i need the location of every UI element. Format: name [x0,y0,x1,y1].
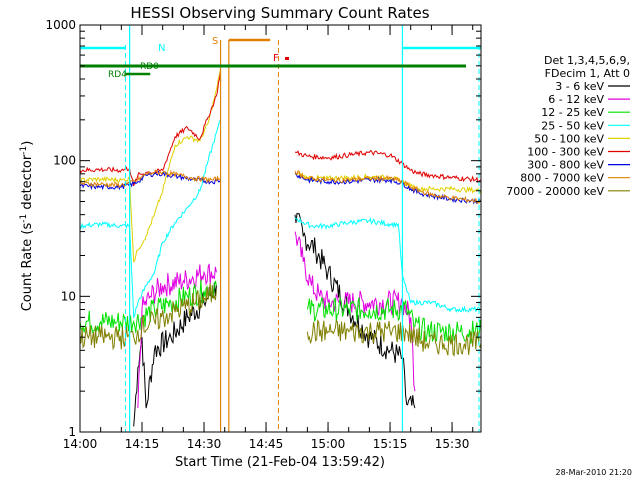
series-line-8-seg-2 [294,170,481,205]
x-tick-label-1: 14:00 [63,437,98,451]
x-tick-label-2: 14:15 [125,437,160,451]
legend-label-4: 25 - 50 keV [541,119,604,132]
y-label-part-3: ) [20,141,35,146]
series-line-9-seg-1 [80,283,217,351]
rd4-label: RD4 [108,70,127,80]
series-line-7-seg-2 [294,172,481,205]
y-label-part-1: Count Rate (s [20,223,35,312]
y-tick-label-1: 1 [68,425,76,439]
y-tick-label-2: 10 [61,289,76,303]
x-axis-label: Start Time (21-Feb-04 13:59:42) [175,455,385,470]
x-tick-label-3: 14:30 [187,437,222,451]
series-line-5-seg-1 [80,68,222,263]
legend-header-1: Det 1,3,4,5,6,9, [544,54,630,67]
series-line-6-seg-2 [294,150,481,184]
legend-header-2: FDecim 1, Att 0 [545,67,630,80]
x-tick-label-5: 15:00 [311,437,346,451]
x-tick-label-7: 15:30 [435,437,470,451]
legend-label-3: 12 - 25 keV [541,106,604,119]
legend-label-2: 6 - 12 keV [548,93,604,106]
n-label: N [158,43,165,54]
legend-label-9: 7000 - 20000 keV [506,185,604,198]
series-line-2-seg-1 [137,263,217,409]
series-line-1-seg-1 [133,282,217,427]
x-tick-label-4: 14:45 [249,437,284,451]
series-line-4-seg-1 [80,119,221,320]
y-tick-label-3: 100 [53,154,76,168]
series-line-1-seg-2 [294,212,416,409]
legend-label-1: 3 - 6 keV [555,80,604,93]
f-label: F [273,53,279,64]
y-label-sup-2: -1 [19,146,29,155]
series-line-8-seg-1 [80,169,221,189]
plot-area: N S F RD0 RD4 [80,25,481,432]
legend-label-6: 100 - 300 keV [527,146,604,159]
plot-frame [79,24,482,433]
y-tick-label-4: 1000 [45,18,76,32]
chart-title: HESSI Observing Summary Count Rates [130,4,429,22]
series-line-2-seg-2 [294,231,416,392]
rd0-label: RD0 [140,62,159,72]
legend: Det 1,3,4,5,6,9,FDecim 1, Att 03 - 6 keV… [506,54,630,198]
legend-label-8: 800 - 7000 keV [520,172,604,185]
legend-label-7: 300 - 800 keV [527,159,604,172]
series-line-9-seg-2 [306,318,481,357]
y-label-sup-1: -1 [19,214,29,223]
series-line-3-seg-1 [80,279,217,334]
s-label: S [212,36,218,47]
series-line-6-seg-1 [80,70,222,187]
series-line-4-seg-2 [294,216,481,313]
y-axis-label: Count Rate (s-1 detector-1) [19,141,35,312]
axes: 1 10 100 1000 14:00 14:15 14:30 14:45 15:00 15:15… [45,18,482,451]
f-marker [285,57,289,60]
footer-timestamp: 28-Mar-2010 21:20 [556,468,633,477]
legend-label-5: 50 - 100 keV [534,132,604,145]
y-label-part-2: detector [20,154,35,214]
x-tick-label-6: 15:15 [373,437,408,451]
